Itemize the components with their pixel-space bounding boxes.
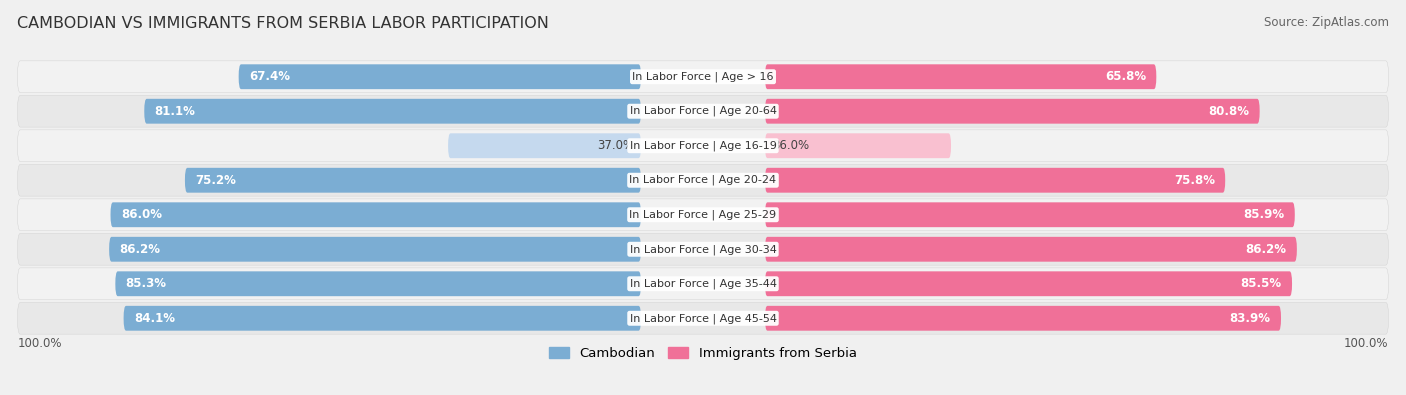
Text: 36.0%: 36.0% bbox=[772, 139, 808, 152]
Text: Source: ZipAtlas.com: Source: ZipAtlas.com bbox=[1264, 16, 1389, 29]
Text: In Labor Force | Age > 16: In Labor Force | Age > 16 bbox=[633, 71, 773, 82]
FancyBboxPatch shape bbox=[765, 202, 1295, 227]
FancyBboxPatch shape bbox=[765, 237, 1296, 261]
Text: 85.9%: 85.9% bbox=[1243, 208, 1285, 221]
Text: 100.0%: 100.0% bbox=[17, 337, 62, 350]
Text: 75.8%: 75.8% bbox=[1174, 174, 1215, 187]
Text: In Labor Force | Age 25-29: In Labor Force | Age 25-29 bbox=[630, 209, 776, 220]
FancyBboxPatch shape bbox=[765, 134, 950, 158]
Text: 83.9%: 83.9% bbox=[1230, 312, 1271, 325]
Legend: Cambodian, Immigrants from Serbia: Cambodian, Immigrants from Serbia bbox=[544, 341, 862, 365]
Text: In Labor Force | Age 20-24: In Labor Force | Age 20-24 bbox=[630, 175, 776, 186]
FancyBboxPatch shape bbox=[17, 61, 1389, 92]
Text: 100.0%: 100.0% bbox=[1344, 337, 1389, 350]
Text: 75.2%: 75.2% bbox=[195, 174, 236, 187]
FancyBboxPatch shape bbox=[765, 306, 1281, 331]
FancyBboxPatch shape bbox=[17, 130, 1389, 162]
FancyBboxPatch shape bbox=[111, 202, 641, 227]
FancyBboxPatch shape bbox=[449, 134, 641, 158]
FancyBboxPatch shape bbox=[17, 95, 1389, 127]
FancyBboxPatch shape bbox=[186, 168, 641, 193]
Text: In Labor Force | Age 35-44: In Labor Force | Age 35-44 bbox=[630, 278, 776, 289]
Text: 81.1%: 81.1% bbox=[155, 105, 195, 118]
Text: In Labor Force | Age 20-64: In Labor Force | Age 20-64 bbox=[630, 106, 776, 117]
FancyBboxPatch shape bbox=[765, 99, 1260, 124]
Text: 85.5%: 85.5% bbox=[1240, 277, 1282, 290]
Text: 86.2%: 86.2% bbox=[1246, 243, 1286, 256]
Text: In Labor Force | Age 45-54: In Labor Force | Age 45-54 bbox=[630, 313, 776, 324]
Text: In Labor Force | Age 16-19: In Labor Force | Age 16-19 bbox=[630, 141, 776, 151]
FancyBboxPatch shape bbox=[17, 199, 1389, 231]
FancyBboxPatch shape bbox=[115, 271, 641, 296]
Text: 65.8%: 65.8% bbox=[1105, 70, 1146, 83]
FancyBboxPatch shape bbox=[17, 233, 1389, 265]
FancyBboxPatch shape bbox=[765, 64, 1156, 89]
FancyBboxPatch shape bbox=[239, 64, 641, 89]
Text: CAMBODIAN VS IMMIGRANTS FROM SERBIA LABOR PARTICIPATION: CAMBODIAN VS IMMIGRANTS FROM SERBIA LABO… bbox=[17, 16, 548, 31]
FancyBboxPatch shape bbox=[145, 99, 641, 124]
FancyBboxPatch shape bbox=[17, 164, 1389, 196]
Text: In Labor Force | Age 30-34: In Labor Force | Age 30-34 bbox=[630, 244, 776, 254]
Text: 86.2%: 86.2% bbox=[120, 243, 160, 256]
Text: 86.0%: 86.0% bbox=[121, 208, 162, 221]
Text: 37.0%: 37.0% bbox=[598, 139, 634, 152]
FancyBboxPatch shape bbox=[17, 303, 1389, 334]
FancyBboxPatch shape bbox=[765, 271, 1292, 296]
FancyBboxPatch shape bbox=[110, 237, 641, 261]
FancyBboxPatch shape bbox=[17, 268, 1389, 300]
Text: 84.1%: 84.1% bbox=[134, 312, 174, 325]
Text: 80.8%: 80.8% bbox=[1208, 105, 1250, 118]
FancyBboxPatch shape bbox=[765, 168, 1225, 193]
Text: 67.4%: 67.4% bbox=[249, 70, 290, 83]
Text: 85.3%: 85.3% bbox=[125, 277, 167, 290]
FancyBboxPatch shape bbox=[124, 306, 641, 331]
